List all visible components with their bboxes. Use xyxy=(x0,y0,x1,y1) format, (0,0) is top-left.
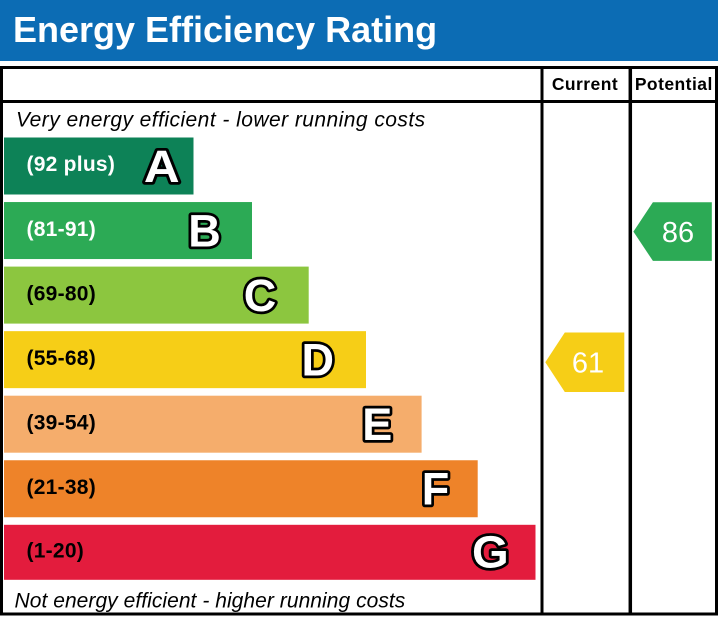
svg-text:D: D xyxy=(302,334,335,385)
svg-text:(92 plus): (92 plus) xyxy=(27,153,116,176)
svg-text:G: G xyxy=(472,527,509,578)
svg-text:Not energy efficient - higher: Not energy efficient - higher running co… xyxy=(15,590,406,613)
svg-text:86: 86 xyxy=(662,217,694,249)
svg-text:Current: Current xyxy=(552,74,618,94)
svg-text:E: E xyxy=(362,399,392,450)
svg-text:(55-68): (55-68) xyxy=(27,347,96,370)
svg-text:Very energy efficient - lower: Very energy efficient - lower running co… xyxy=(16,109,426,132)
svg-text:Energy Efficiency Rating: Energy Efficiency Rating xyxy=(13,9,437,50)
svg-text:(21-38): (21-38) xyxy=(27,476,96,499)
svg-text:(69-80): (69-80) xyxy=(27,282,96,305)
svg-text:C: C xyxy=(244,270,277,321)
svg-text:F: F xyxy=(422,464,450,515)
svg-text:61: 61 xyxy=(572,347,604,379)
svg-text:B: B xyxy=(188,205,221,256)
svg-text:(1-20): (1-20) xyxy=(27,540,85,563)
svg-text:Potential: Potential xyxy=(635,74,713,94)
svg-text:(81-91): (81-91) xyxy=(27,218,96,241)
svg-text:(39-54): (39-54) xyxy=(27,411,96,434)
svg-text:A: A xyxy=(144,142,180,192)
